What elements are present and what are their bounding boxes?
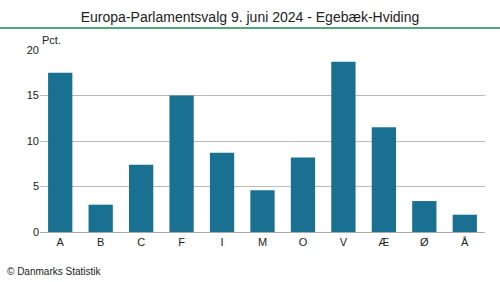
svg-text:15: 15	[27, 89, 39, 101]
svg-text:10: 10	[27, 135, 39, 147]
svg-text:Æ: Æ	[378, 236, 389, 248]
svg-text:I: I	[221, 236, 224, 248]
svg-text:C: C	[137, 236, 145, 248]
svg-text:Pct.: Pct.	[42, 34, 61, 46]
svg-text:A: A	[57, 236, 65, 248]
svg-text:V: V	[340, 236, 348, 248]
svg-text:Å: Å	[461, 236, 469, 248]
svg-text:M: M	[258, 236, 267, 248]
svg-text:Europa-Parlamentsvalg 9. juni: Europa-Parlamentsvalg 9. juni 2024 - Ege…	[81, 9, 420, 25]
svg-text:F: F	[178, 236, 185, 248]
svg-text:5: 5	[33, 180, 39, 192]
svg-text:B: B	[97, 236, 104, 248]
svg-text:0: 0	[33, 226, 39, 238]
svg-text:© Danmarks Statistik: © Danmarks Statistik	[7, 266, 102, 277]
svg-text:20: 20	[27, 44, 39, 56]
svg-text:O: O	[299, 236, 308, 248]
svg-text:Ø: Ø	[420, 236, 429, 248]
